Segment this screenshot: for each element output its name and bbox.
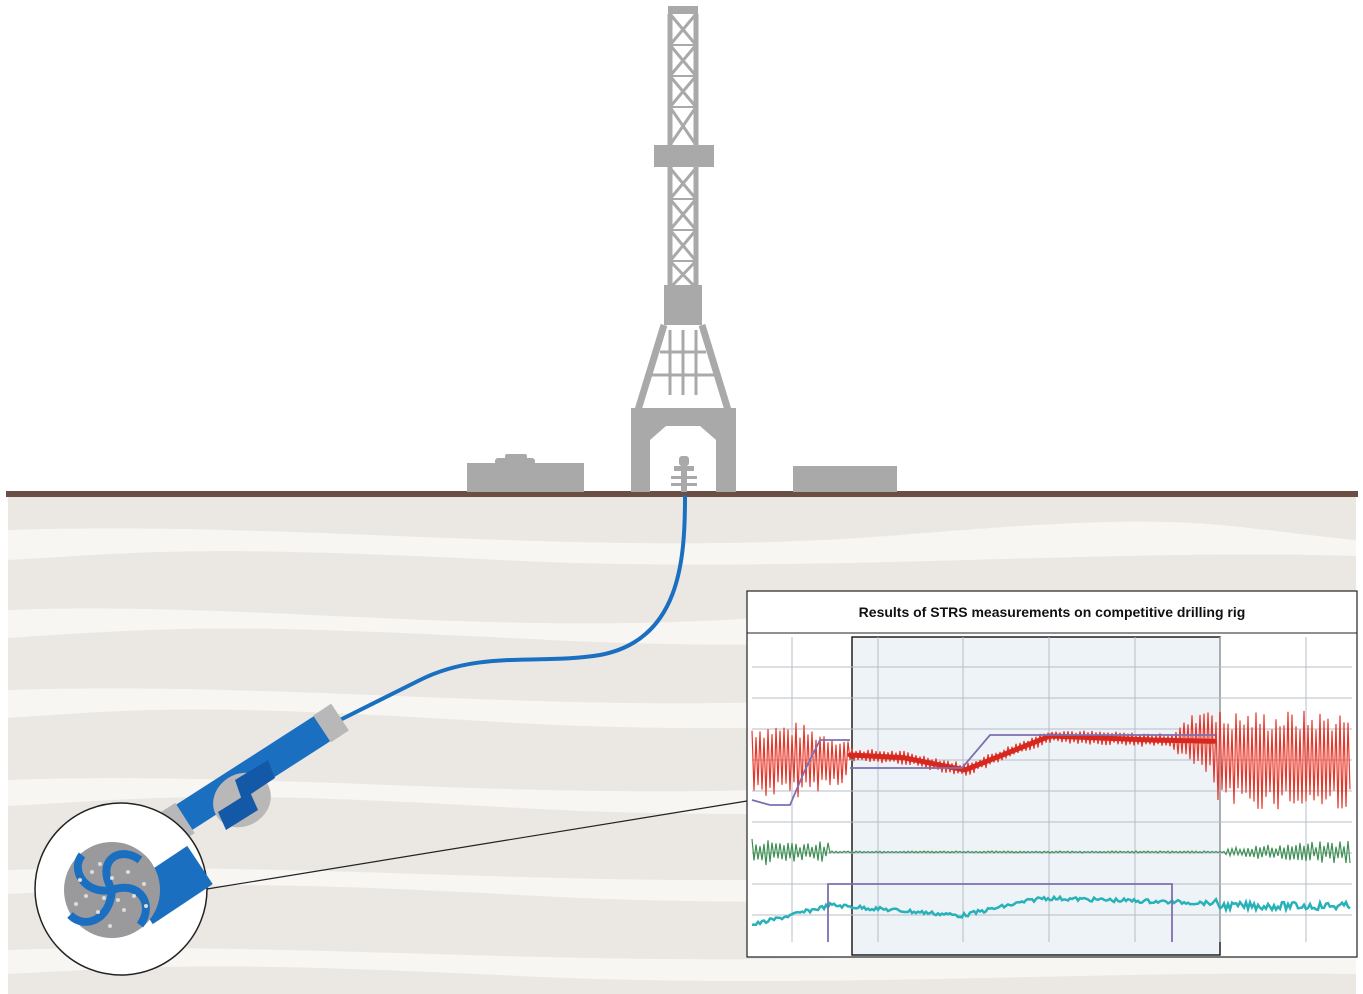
stabilizer-blade — [218, 792, 258, 830]
chart-title: Results of STRS measurements on competit… — [859, 604, 1246, 620]
trace-enable-window — [827, 883, 1173, 942]
soil-band — [8, 521, 1356, 565]
trace-system-on — [751, 739, 850, 806]
collar-joint — [313, 703, 349, 743]
drilling-derrick-icon — [631, 6, 736, 492]
generator-unit — [467, 463, 584, 492]
bit-magnifier — [34, 802, 213, 976]
chart-grid — [752, 637, 1352, 942]
trace-rpm — [751, 894, 1351, 927]
surface-equipment — [467, 454, 897, 492]
ground-surface — [6, 491, 1358, 497]
callout-line-lower — [206, 800, 748, 890]
trace-torque-mean — [847, 733, 1217, 773]
highlight-window — [851, 636, 1221, 956]
pdc-drill-bit-icon — [64, 842, 160, 938]
strs-chart: Results of STRS measurements on competit… — [746, 590, 1358, 958]
trace-vibration — [751, 838, 1351, 866]
trace-setpoint — [850, 734, 1215, 769]
generator-exhaust — [495, 458, 535, 465]
stabilizer-blade — [235, 760, 275, 800]
mud-tank-unit — [793, 466, 897, 492]
generator-pipe — [505, 454, 527, 459]
drill-string — [318, 495, 687, 732]
